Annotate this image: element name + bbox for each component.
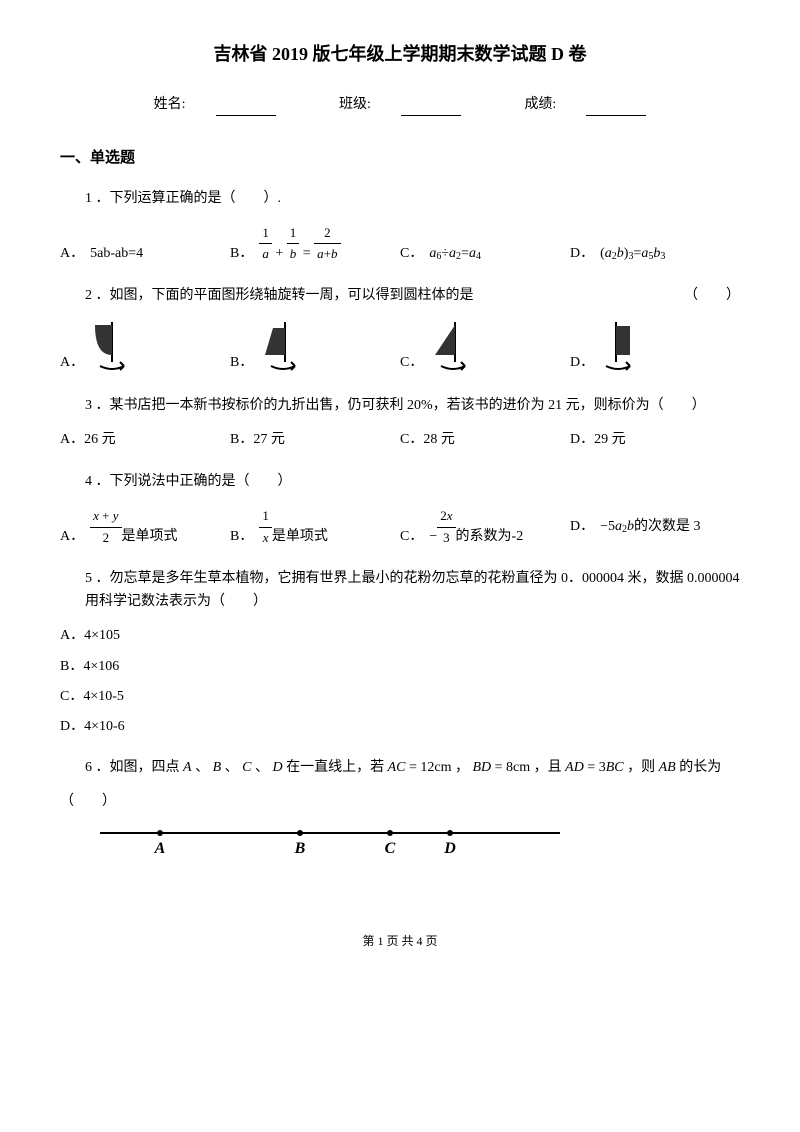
question-4: 4 ．下列说法中正确的是（ ） bbox=[85, 471, 740, 493]
question-3: 3 ．某书店把一本新书按标价的九折出售，仍可获利 20%，若该书的进价为 21 … bbox=[85, 395, 740, 417]
q6-paren: （ ） bbox=[60, 791, 740, 813]
q2-option-b: B． bbox=[230, 320, 400, 375]
q3-option-b: B．27 元 bbox=[230, 429, 400, 451]
shape-triangle-icon bbox=[429, 320, 479, 375]
q3-option-c: C．28 元 bbox=[400, 429, 570, 451]
shape-trapezoid-icon bbox=[259, 320, 309, 375]
name-label: 姓名: bbox=[139, 94, 291, 116]
q3-option-d: D．29 元 bbox=[570, 429, 740, 451]
svg-text:D: D bbox=[443, 840, 456, 857]
svg-text:B: B bbox=[294, 840, 306, 857]
score-label: 成绩: bbox=[509, 94, 661, 116]
svg-text:A: A bbox=[154, 840, 166, 857]
q4-option-d: D． −5a2b 的次数是 3 bbox=[570, 516, 740, 538]
question-2: 2 ．如图，下面的平面图形绕轴旋转一周，可以得到圆柱体的是 （ ） bbox=[85, 285, 740, 307]
q5-option-d: D．4×10-6 bbox=[60, 716, 740, 738]
page-footer: 第 1 页 共 4 页 bbox=[60, 932, 740, 951]
q3-options: A．26 元 B．27 元 C．28 元 D．29 元 bbox=[60, 429, 740, 451]
section-heading: 一、单选题 bbox=[60, 146, 740, 170]
shape-quarter-circle-icon bbox=[90, 320, 140, 375]
q4-option-b: B． 1x 是单项式 bbox=[230, 506, 400, 549]
q4-option-a: A． x + y2 是单项式 bbox=[60, 506, 230, 549]
q2-options: A． B． C． bbox=[60, 320, 740, 375]
q5-option-c: C．4×10-5 bbox=[60, 686, 740, 708]
question-5: 5 ．勿忘草是多年生草本植物，它拥有世界上最小的花粉勿忘草的花粉直径为 0．00… bbox=[85, 568, 740, 613]
q1-option-a: A．5ab-ab=4 bbox=[60, 243, 230, 265]
q1-options: A．5ab-ab=4 B． 1a + 1b = 2a+b C． a6 ÷ a2 … bbox=[60, 223, 740, 266]
q3-option-a: A．26 元 bbox=[60, 429, 230, 451]
q5-option-b: B．4×106 bbox=[60, 656, 740, 678]
svg-text:C: C bbox=[385, 840, 396, 857]
page-title: 吉林省 2019 版七年级上学期期末数学试题 D 卷 bbox=[60, 40, 740, 69]
question-6: 6 ．如图，四点 A 、 B 、 C 、 D 在一直线上，若 AC = 12cm… bbox=[85, 757, 740, 779]
q2-option-d: D． bbox=[570, 320, 740, 375]
q4-option-c: C． −2x3 的系数为-2 bbox=[400, 506, 570, 549]
q1-option-c: C． a6 ÷ a2 = a4 bbox=[400, 243, 570, 265]
number-line-diagram: A B C D bbox=[90, 823, 740, 871]
class-label: 班级: bbox=[324, 94, 476, 116]
q1-option-d: D． (a2b)3 = a5b3 bbox=[570, 243, 740, 265]
shape-rectangle-icon bbox=[600, 320, 650, 375]
student-info-line: 姓名: 班级: 成绩: bbox=[60, 94, 740, 116]
q2-option-a: A． bbox=[60, 320, 230, 375]
question-1: 1 ．下列运算正确的是（ ）. bbox=[85, 188, 740, 210]
q5-options: A．4×105 B．4×106 C．4×10-5 D．4×10-6 bbox=[60, 625, 740, 739]
q4-options: A． x + y2 是单项式 B． 1x 是单项式 C． −2x3 的系数为-2… bbox=[60, 506, 740, 549]
q2-option-c: C． bbox=[400, 320, 570, 375]
q5-option-a: A．4×105 bbox=[60, 625, 740, 647]
q1-option-b: B． 1a + 1b = 2a+b bbox=[230, 223, 400, 266]
